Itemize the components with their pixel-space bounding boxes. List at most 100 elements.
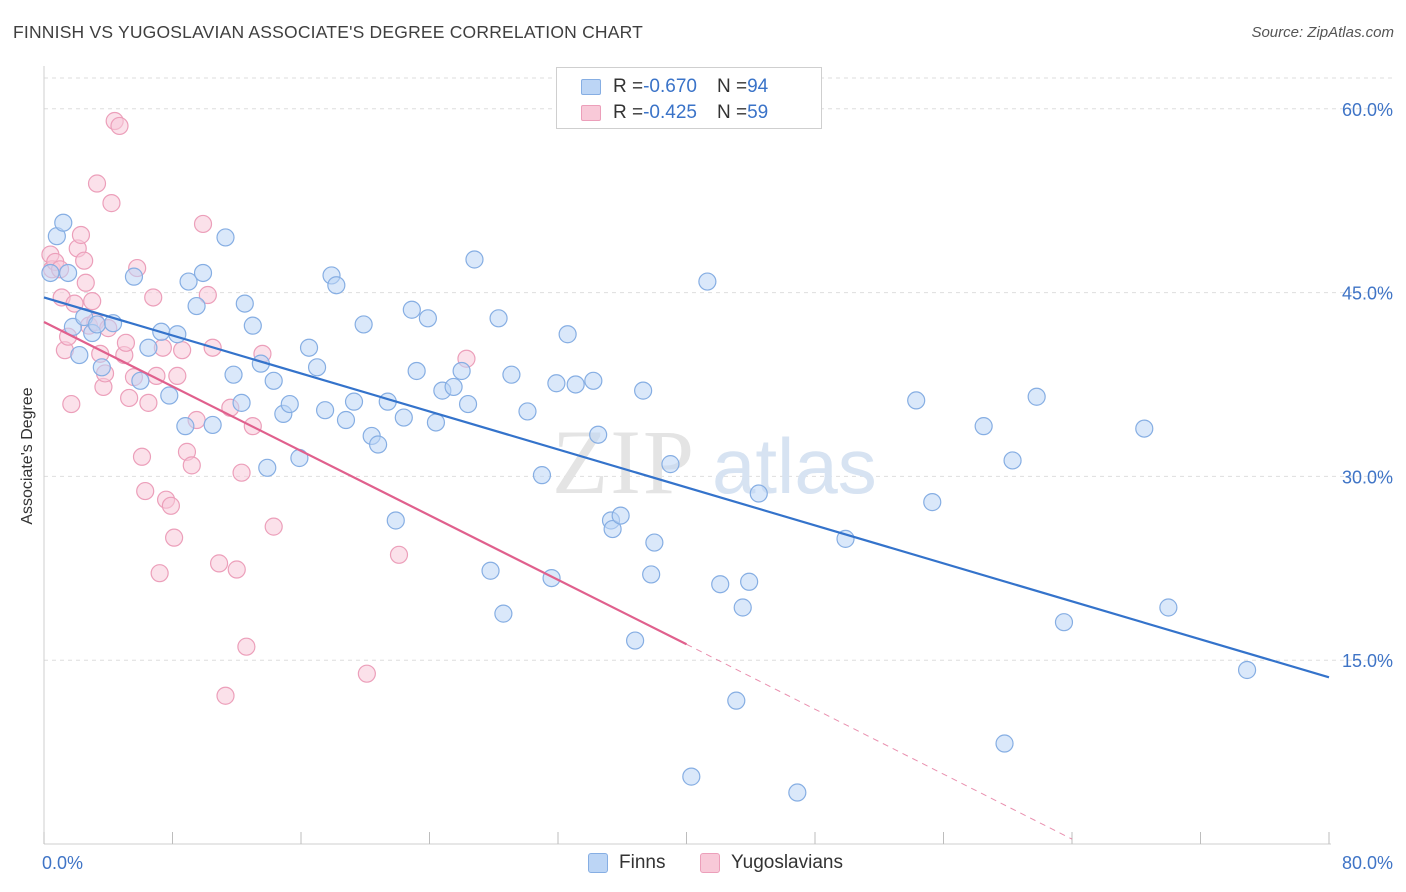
watermark-atlas: atlas xyxy=(712,422,877,510)
yugoslavians-trend-extension xyxy=(686,643,1073,840)
yugoslavians-point xyxy=(150,564,169,583)
x-tick-label: 80.0% xyxy=(1342,853,1393,873)
finns-point xyxy=(327,276,346,295)
finns-point xyxy=(558,325,577,344)
finns-point xyxy=(41,263,60,283)
legend-item-yugoslavians[interactable]: Yugoslavians xyxy=(700,852,843,874)
grid-lines xyxy=(44,77,1394,661)
finns-point xyxy=(584,371,603,390)
legend-item-finns[interactable]: Finns xyxy=(588,852,665,874)
finns-point xyxy=(974,417,993,436)
legend-row-yugoslavians: R = -0.425 N = 59 xyxy=(581,102,768,124)
finns-point xyxy=(54,213,73,232)
yugoslavians-point xyxy=(168,366,187,385)
legend-r-value: -0.425 xyxy=(643,102,697,123)
yugoslavians-point xyxy=(182,456,201,475)
series-legend: Finns Yugoslavians xyxy=(0,852,1406,876)
finns-point xyxy=(1159,598,1178,617)
finns-legend-label: Finns xyxy=(619,852,666,873)
finns-point xyxy=(394,408,413,427)
finns-point xyxy=(193,263,213,283)
watermark: ZIP atlas xyxy=(552,411,877,513)
tick-labels: 15.0% 30.0% 45.0% 60.0% 0.0% 80.0% xyxy=(42,100,1393,873)
yugoslavians-point xyxy=(139,393,158,412)
yugoslavians-point xyxy=(389,545,409,564)
yugoslavians-point xyxy=(357,664,376,683)
finns-point xyxy=(139,338,158,357)
finns-point xyxy=(566,375,585,394)
finns-point xyxy=(625,631,645,650)
finns-point xyxy=(458,394,478,414)
finns-point xyxy=(1237,660,1257,680)
finns-point xyxy=(698,272,717,291)
finns-point xyxy=(216,228,235,247)
yugoslavians-point xyxy=(237,637,256,656)
finns-point xyxy=(907,391,926,410)
yugoslavians-point xyxy=(83,292,102,311)
legend-row-finns: R = -0.670 N = 94 xyxy=(581,76,768,98)
finns-point xyxy=(749,484,768,503)
legend-n-value: 94 xyxy=(747,76,769,97)
yugoslavians-point xyxy=(193,214,213,234)
yugoslavians-point xyxy=(87,174,107,193)
finns-point xyxy=(131,371,150,390)
finns-point xyxy=(1003,451,1022,470)
finns-swatch xyxy=(581,79,601,95)
yugoslavians-point xyxy=(62,394,81,414)
finns-point xyxy=(603,519,622,539)
finns-point xyxy=(611,506,630,525)
finns-point xyxy=(344,392,364,411)
finns-point xyxy=(634,381,653,400)
finns-point xyxy=(733,598,752,617)
finns-point xyxy=(452,361,471,381)
finns-point xyxy=(1027,387,1046,406)
yugoslavians-point xyxy=(264,517,283,536)
finns-point xyxy=(124,267,144,286)
finns-point xyxy=(682,767,701,786)
finns-point xyxy=(418,309,437,328)
finns-point xyxy=(740,572,759,591)
finns-point xyxy=(307,358,327,377)
finns-trend-line xyxy=(43,296,1330,679)
y-tick-label: 45.0% xyxy=(1342,284,1393,304)
finns-point xyxy=(642,565,661,584)
finns-point xyxy=(661,455,680,474)
yugoslavians-point xyxy=(102,194,121,213)
yugoslavians-point xyxy=(209,554,229,573)
finns-point xyxy=(727,691,746,710)
finns-point xyxy=(489,309,508,328)
yugoslavians-point xyxy=(136,481,155,501)
yugoslavians-point xyxy=(227,560,246,579)
finns-point xyxy=(280,394,299,414)
yugoslavians-legend-label: Yugoslavians xyxy=(731,852,843,873)
finns-point xyxy=(176,417,195,436)
yugoslavians-trend-line xyxy=(43,320,687,646)
yugoslavians-point xyxy=(165,528,184,547)
finns-point xyxy=(481,561,500,580)
finns-point xyxy=(923,493,942,512)
finns-point xyxy=(1135,419,1154,438)
y-tick-label: 30.0% xyxy=(1342,467,1393,487)
finns-point xyxy=(87,315,107,334)
y-tick-label: 60.0% xyxy=(1342,100,1393,120)
yugoslavians-point xyxy=(173,341,192,360)
finns-point xyxy=(589,425,608,444)
finns-point xyxy=(502,365,521,384)
finns-point xyxy=(179,272,198,291)
finns-point xyxy=(315,401,335,420)
finns-point xyxy=(92,358,111,377)
finns-point xyxy=(243,316,262,335)
finns-point xyxy=(160,386,179,405)
yugoslavians-point xyxy=(75,251,94,270)
finns-point xyxy=(995,734,1014,753)
yugoslavians-point xyxy=(161,496,180,515)
finns-point xyxy=(645,533,664,552)
yugoslavians-point xyxy=(110,116,129,136)
finns-point xyxy=(299,338,319,357)
finns-point xyxy=(542,568,561,588)
finns-point xyxy=(58,263,78,283)
legend-r-label: R = xyxy=(613,76,644,97)
chart-title: FINNISH VS YUGOSLAVIAN ASSOCIATE'S DEGRE… xyxy=(13,22,644,42)
source-label: Source: ZipAtlas.com xyxy=(1251,24,1394,41)
